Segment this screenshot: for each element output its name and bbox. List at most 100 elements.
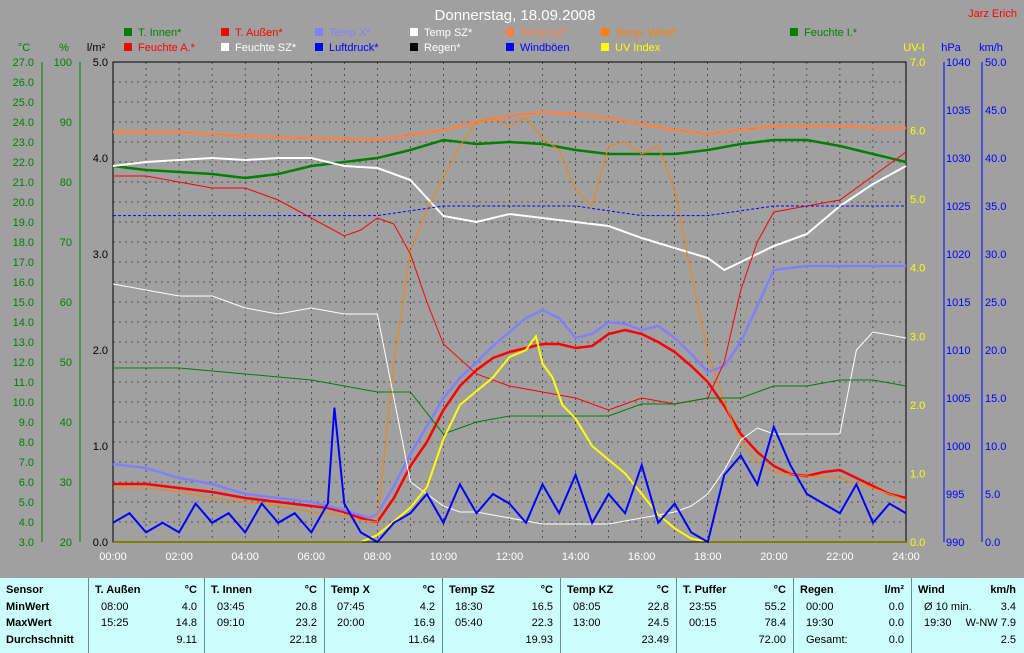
weather-chart: Donnerstag, 18.09.2008 Jarz Erich T. Inn… — [12, 7, 1017, 563]
legend-swatch — [315, 43, 323, 51]
wind-tick-label: 10.0 — [985, 441, 1006, 453]
wind-tick-label: 30.0 — [985, 249, 1006, 261]
temp-tick-label: 7.0 — [19, 457, 34, 469]
temp-tick-label: 15.0 — [13, 297, 34, 309]
stats-row-label: MinWert — [6, 601, 50, 613]
legend-swatch — [601, 43, 609, 51]
series-group — [112, 110, 907, 544]
stats-unit: l/m² — [884, 584, 904, 596]
stats-unit: °C — [422, 584, 435, 596]
x-tick-label: 22:00 — [826, 551, 854, 563]
temp-tick-label: 6.0 — [19, 477, 34, 489]
pressure-tick-label: 1020 — [946, 249, 970, 261]
stats-column: Temp SZ °C 18:30 16.5 05:40 22.3 19.93 — [442, 578, 559, 653]
uv-tick-label: 6.0 — [910, 126, 925, 138]
stats-sensor-name: T. Puffer — [683, 584, 727, 596]
rain-tick-label: 1.0 — [93, 441, 108, 453]
stats-unit: °C — [656, 584, 669, 596]
stats-max-value: 23.2 — [295, 617, 317, 629]
stats-max-time: 20:00 — [337, 617, 365, 629]
stats-min-time: Ø 10 min. — [924, 601, 972, 613]
stats-max-value: W-NW 7.9 — [965, 617, 1016, 629]
humidity-tick-label: 40 — [60, 417, 72, 429]
wind-tick-label: 20.0 — [985, 345, 1006, 357]
stats-max-time: 00:15 — [689, 617, 717, 629]
stats-avg-value: 22.18 — [289, 634, 317, 646]
stats-max-time: 19:30 — [924, 617, 952, 629]
axis-unit-label: °C — [18, 42, 30, 54]
axis-unit-label: hPa — [941, 42, 961, 54]
legend-swatch — [124, 43, 132, 51]
wind-tick-label: 40.0 — [985, 153, 1006, 165]
stats-avg-value: 11.64 — [408, 634, 435, 646]
temp-tick-label: 16.0 — [13, 277, 34, 289]
series-line-temp-kz — [113, 110, 906, 142]
author-label: Jarz Erich — [968, 8, 1017, 20]
stats-max-time: 15:25 — [101, 617, 129, 629]
stats-min-time: 08:00 — [101, 601, 129, 613]
stats-min-time: 18:30 — [455, 601, 483, 613]
stats-min-time: 23:55 — [689, 601, 717, 613]
stats-column: T. Innen °C 03:45 20.8 09:10 23.2 22.18 — [204, 578, 323, 653]
stats-max-time: 13:00 — [573, 617, 601, 629]
stats-min-value: 4.0 — [181, 601, 197, 613]
stats-avg-value: 9.11 — [176, 634, 197, 646]
x-tick-label: 04:00 — [231, 551, 259, 563]
stats-sensor-name: Wind — [918, 584, 945, 596]
legend-label: Regen* — [424, 42, 461, 54]
temp-tick-label: 23.0 — [13, 137, 34, 149]
stats-sensor-name: Temp SZ — [449, 584, 495, 596]
stats-max-time: 09:10 — [217, 617, 245, 629]
stats-column: Wind km/h Ø 10 min. 3.4 19:30 W-NW 7.9 2.5 — [911, 578, 1022, 653]
stats-min-value: 20.8 — [295, 601, 317, 613]
temp-tick-label: 10.0 — [13, 397, 34, 409]
temp-tick-label: 27.0 — [13, 57, 34, 69]
series-line-temp-wind — [113, 117, 907, 523]
stats-row-label: MaxWert — [6, 617, 52, 629]
temp-tick-label: 13.0 — [13, 337, 34, 349]
rain-tick-label: 2.0 — [93, 345, 108, 357]
x-tick-label: 18:00 — [694, 551, 722, 563]
legend-label: T. Außen* — [235, 27, 283, 39]
temp-tick-label: 5.0 — [19, 497, 34, 509]
temp-tick-label: 4.0 — [19, 517, 34, 529]
temp-tick-label: 22.0 — [13, 157, 34, 169]
legend-swatch — [124, 28, 132, 36]
series-line-luftdruck — [113, 205, 906, 217]
wind-tick-label: 50.0 — [985, 57, 1006, 69]
legend-label: Luftdruck* — [329, 42, 379, 54]
temp-tick-label: 25.0 — [13, 97, 34, 109]
stats-column: Temp X °C 07:45 4.2 20:00 16.9 11.64 — [324, 578, 441, 653]
pressure-tick-label: 1005 — [946, 393, 970, 405]
stats-avg-value: 19.93 — [525, 634, 553, 646]
stats-max-value: 16.9 — [413, 617, 435, 629]
pressure-tick-label: 1015 — [946, 297, 970, 309]
temp-tick-label: 26.0 — [13, 77, 34, 89]
uv-tick-label: 7.0 — [910, 57, 925, 69]
legend-swatch — [506, 43, 514, 51]
stats-column: Temp KZ °C 08:05 22.8 13:00 24.5 23.49 — [560, 578, 675, 653]
axis-unit-label: % — [59, 42, 69, 54]
stats-column: Regen l/m² 00:00 0.0 19:30 0.0 Gesamt: 0.0 — [793, 578, 910, 653]
stats-column: T. Außen °C 08:00 4.0 15:25 14.8 9.11 — [88, 578, 203, 653]
legend-label: Temp. Wind* — [615, 27, 678, 39]
x-tick-label: 24:00 — [892, 551, 920, 563]
x-tick-label: 02:00 — [165, 551, 193, 563]
stats-avg-value: 2.5 — [1000, 634, 1016, 646]
stats-min-value: 4.2 — [419, 601, 435, 613]
series-line-feuchte-i — [113, 367, 907, 435]
pressure-tick-label: 995 — [946, 489, 964, 501]
uv-tick-label: 2.0 — [910, 400, 925, 412]
legend-swatch — [410, 43, 418, 51]
stats-max-value: 14.8 — [175, 617, 197, 629]
temp-tick-label: 3.0 — [19, 537, 34, 549]
x-tick-label: 14:00 — [562, 551, 590, 563]
legend-swatch — [221, 28, 229, 36]
humidity-tick-label: 100 — [54, 57, 72, 69]
temp-tick-label: 12.0 — [13, 357, 34, 369]
pressure-tick-label: 1025 — [946, 201, 970, 213]
x-tick-label: 12:00 — [496, 551, 524, 563]
x-tick-label: 10:00 — [430, 551, 458, 563]
stats-row-label: Sensor — [6, 584, 44, 596]
grid — [113, 62, 906, 542]
